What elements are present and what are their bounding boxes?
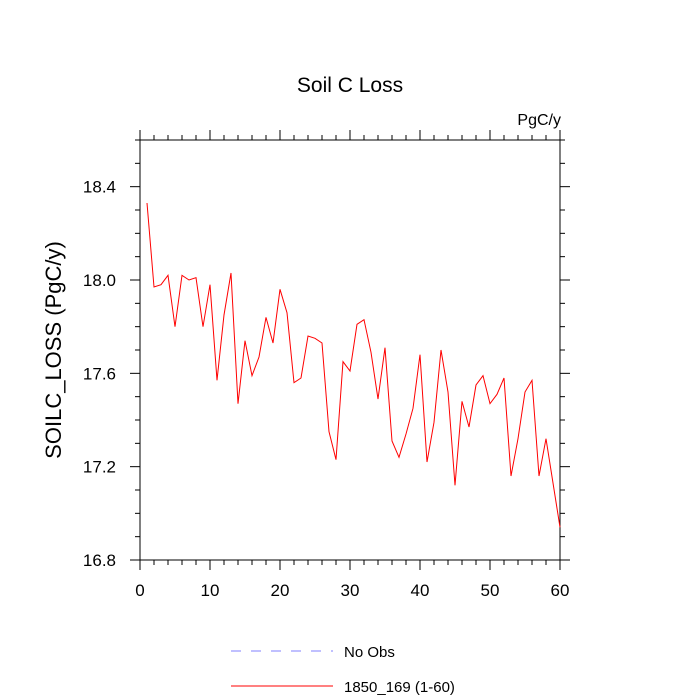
x-tick-label: 30: [341, 581, 360, 600]
y-axis-label: SOILC_LOSS (PgC/y): [41, 241, 66, 459]
y-tick-label: 17.6: [83, 364, 116, 383]
x-tick-label: 50: [481, 581, 500, 600]
legend-label: 1850_169 (1-60): [344, 679, 455, 696]
tick-labels: 0 10 20 30 40 50 60 16.8 17.2 17.6 18.0 18.4: [83, 178, 570, 600]
y-tick-label: 16.8: [83, 551, 116, 570]
y-tick-label: 17.2: [83, 458, 116, 477]
series-lines: [146, 202, 561, 528]
y-tick-label: 18.4: [83, 178, 116, 197]
chart-title: Soil C Loss: [297, 74, 403, 97]
x-tick-label: 20: [271, 581, 290, 600]
x-tick-label: 0: [135, 581, 144, 600]
x-tick-label: 60: [551, 581, 570, 600]
legend: No Obs 1850_169 (1-60): [231, 644, 455, 696]
y-tick-label: 18.0: [83, 271, 116, 290]
legend-label: No Obs: [344, 644, 395, 661]
x-tick-label: 40: [411, 581, 430, 600]
tick-marks: [130, 130, 570, 570]
x-tick-label: 10: [201, 581, 220, 600]
units-label: PgC/y: [517, 112, 561, 129]
series-line: [146, 202, 561, 528]
